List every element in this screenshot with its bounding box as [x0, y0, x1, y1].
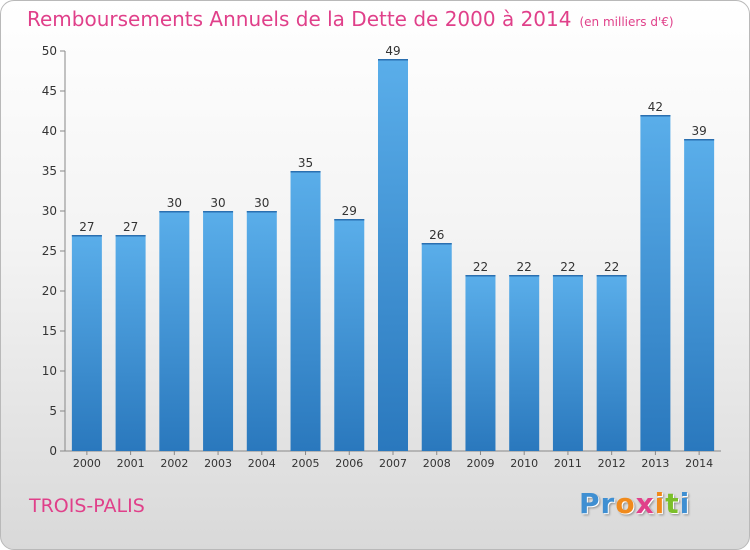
x-tick-label: 2011: [554, 457, 582, 470]
bar-top-edge: [596, 275, 627, 277]
bar: [159, 211, 190, 451]
x-tick-label: 2012: [598, 457, 626, 470]
logo-letter: x: [635, 487, 655, 520]
y-tick-label: 30: [42, 204, 57, 218]
x-tick-label: 2000: [73, 457, 101, 470]
bar-top-edge: [552, 275, 583, 277]
bar: [465, 275, 496, 451]
bars: [71, 59, 715, 451]
x-tick-label: 2013: [641, 457, 669, 470]
bar-value-label: 22: [604, 260, 619, 274]
x-tick-label: 2002: [160, 457, 188, 470]
bar-value-label: 30: [167, 196, 182, 210]
x-tick-label: 2006: [335, 457, 363, 470]
y-tick-label: 50: [42, 44, 57, 58]
bar-top-edge: [203, 211, 234, 213]
bar-value-label: 30: [210, 196, 225, 210]
y-tick-label: 35: [42, 164, 57, 178]
bar: [640, 115, 671, 451]
bar: [684, 139, 715, 451]
bar: [552, 275, 583, 451]
y-tick-label: 5: [49, 404, 57, 418]
bar-value-label: 39: [691, 124, 706, 138]
bar-top-edge: [509, 275, 540, 277]
y-tick-label: 15: [42, 324, 57, 338]
x-tick-label: 2001: [117, 457, 145, 470]
logo-letter: i: [679, 487, 691, 520]
chart-subtitle: (en milliers d'€): [579, 15, 674, 29]
bar-labels: 27 27 30 30 30 35 29 49 26 22 22 22 22 42 39: [79, 44, 707, 274]
y-tick-label: 10: [42, 364, 57, 378]
y-tick-label: 20: [42, 284, 57, 298]
bar: [71, 235, 102, 451]
proxiti-logo: Proxiti: [579, 487, 690, 520]
x-tick-label: 2003: [204, 457, 232, 470]
bar-value-label: 30: [254, 196, 269, 210]
bar-top-edge: [684, 139, 715, 141]
bar-top-edge: [290, 171, 321, 173]
y-tick-label: 0: [49, 444, 57, 458]
bar: [378, 59, 408, 451]
bar-top-edge: [378, 59, 408, 61]
bar: [115, 235, 146, 451]
bar-value-label: 42: [648, 100, 663, 114]
logo-letter: i: [654, 487, 666, 520]
bar: [421, 243, 452, 451]
x-tick-label: 2007: [379, 457, 407, 470]
bar-value-label: 22: [517, 260, 532, 274]
bar-top-edge: [159, 211, 190, 213]
x-axis: 2000 2001 2002 2003 2004 2005 2006 2007 2008 2009…: [65, 450, 721, 470]
x-tick-label: 2005: [292, 457, 320, 470]
x-tick-label: 2008: [423, 457, 451, 470]
bar-top-edge: [115, 235, 146, 237]
bar-top-edge: [334, 219, 365, 221]
y-tick-label: 25: [42, 244, 57, 258]
y-axis: 0 5 10 15 20 25 30 35 40 45 50: [42, 44, 66, 458]
bar-value-label: 22: [473, 260, 488, 274]
bar: [509, 275, 540, 451]
bar-top-edge: [421, 243, 452, 245]
bar-value-label: 27: [123, 220, 138, 234]
logo-letter: o: [615, 487, 636, 520]
y-tick-label: 45: [42, 84, 57, 98]
bar-value-label: 49: [385, 44, 400, 58]
bar-top-edge: [71, 235, 102, 237]
logo-letter: P: [579, 487, 601, 520]
logo-letter: t: [665, 487, 680, 520]
title-line: Remboursements Annuels de la Dette de 20…: [27, 7, 674, 31]
bar-value-label: 22: [560, 260, 575, 274]
x-tick-label: 2004: [248, 457, 276, 470]
bar-value-label: 29: [342, 204, 357, 218]
bar: [334, 219, 365, 451]
chart-title: Remboursements Annuels de la Dette de 20…: [27, 7, 572, 31]
bar: [203, 211, 234, 451]
bar-top-edge: [465, 275, 496, 277]
y-tick-label: 40: [42, 124, 57, 138]
bar: [246, 211, 277, 451]
x-tick-label: 2014: [685, 457, 713, 470]
commune-name: TROIS-PALIS: [29, 495, 145, 517]
bar-top-edge: [246, 211, 277, 213]
bar: [290, 171, 321, 451]
x-tick-label: 2009: [466, 457, 494, 470]
x-tick-label: 2010: [510, 457, 538, 470]
bar: [596, 275, 627, 451]
bar-value-label: 27: [79, 220, 94, 234]
logo-letter: r: [600, 487, 616, 520]
bar-value-label: 35: [298, 156, 313, 170]
bar-top-edge: [640, 115, 671, 117]
bar-value-label: 26: [429, 228, 444, 242]
